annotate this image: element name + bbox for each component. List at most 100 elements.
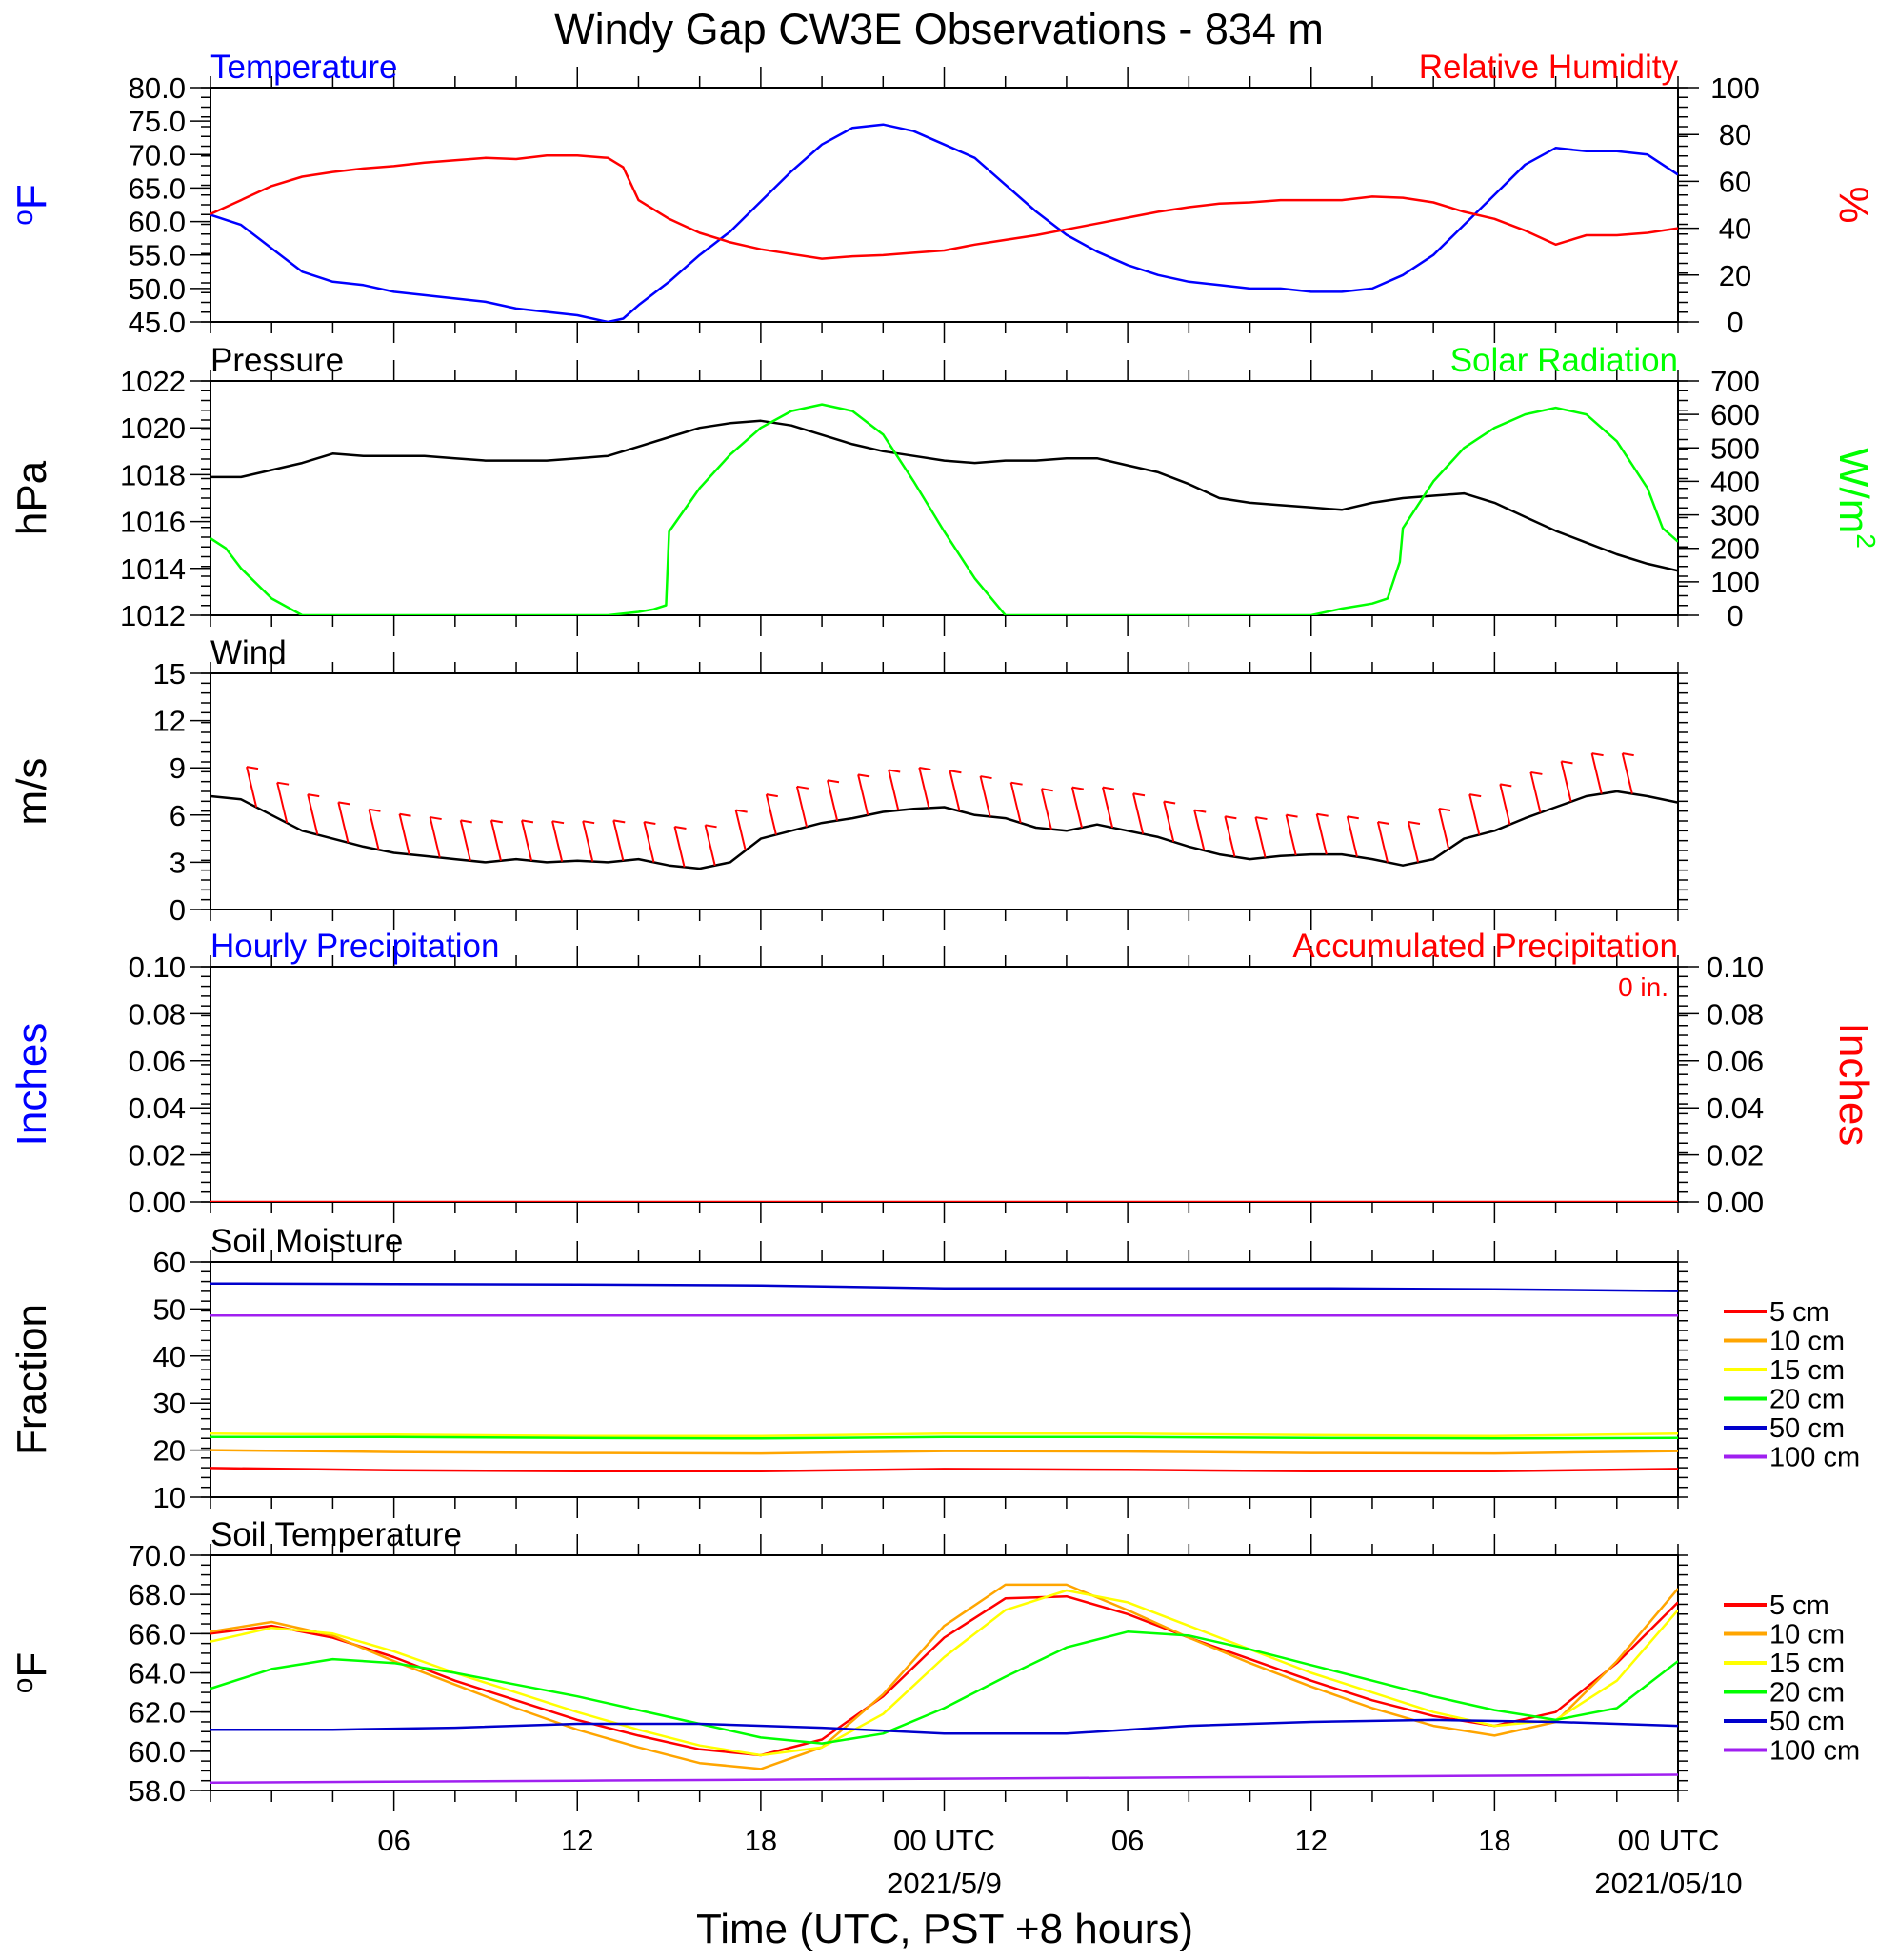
y-left-tick-label: 0.00 <box>129 1186 186 1219</box>
wind-barb <box>704 825 716 866</box>
y-right-tick-label: 60 <box>1719 165 1751 198</box>
y-left-tick-label: 30 <box>153 1387 186 1420</box>
wind-barb <box>551 820 564 862</box>
panel-frame <box>210 1261 1679 1498</box>
y-left-tick-label: 58.0 <box>129 1774 186 1808</box>
wind-barb-flag <box>644 821 656 826</box>
wind-barb-flag <box>827 779 840 784</box>
y-left-tick-label: 1020 <box>120 411 186 445</box>
y-right-tick-label: 700 <box>1710 365 1760 398</box>
x-tick-label: 06 <box>377 1824 410 1857</box>
y-right-tick-label: 200 <box>1710 532 1760 566</box>
y-left-tick-label: 1018 <box>120 458 186 491</box>
y-left-tick-label: 60.0 <box>129 1735 186 1769</box>
wind-barb <box>307 793 319 835</box>
wind-barb-flag <box>1132 792 1146 797</box>
x-tick-label: 00 UTC <box>1618 1824 1720 1857</box>
y-left-axis-label: Inches <box>9 1023 55 1147</box>
wind-barb-flag <box>338 801 350 806</box>
legend-label: 5 cm <box>1769 1590 1829 1621</box>
series-line-temperature <box>210 123 1678 322</box>
wind-barb-flag <box>705 824 717 829</box>
wind-barb-flag <box>1530 770 1543 775</box>
wind-barb-flag <box>460 819 472 824</box>
wind-barb-flag <box>1347 815 1359 820</box>
wind-barb-flag <box>1194 809 1207 813</box>
series-line-100-cm <box>210 1773 1678 1785</box>
y-right-tick-label: 600 <box>1710 398 1760 431</box>
wind-barb <box>795 786 809 828</box>
wind-barb <box>1590 752 1603 794</box>
wind-barb-flag <box>613 819 626 824</box>
series-line-5-cm <box>210 1467 1678 1473</box>
x-date-label: 2021/5/9 <box>887 1867 1002 1900</box>
panel-pressure-solar: 1022 1020 1018 1016 1014 1012 7006005004003002… <box>9 342 1878 636</box>
y-left-tick-label: 0 <box>170 893 186 927</box>
panel-frame <box>210 966 1679 1203</box>
wind-barb <box>979 775 991 817</box>
series-group <box>210 752 1678 870</box>
wind-barb <box>1132 793 1145 834</box>
panel-title-left: Pressure <box>210 342 344 379</box>
y-left-tick-label: 0.10 <box>129 950 186 984</box>
y-left-axis-label: oF <box>8 1652 55 1694</box>
wind-barb-flag <box>1102 786 1115 790</box>
y-right-tick-label: 0.04 <box>1707 1091 1764 1125</box>
y-left-tick-label: 15 <box>153 657 186 690</box>
wind-barb-flag <box>276 781 290 786</box>
y-left-tick-label: 1012 <box>120 599 186 632</box>
series-group <box>210 1583 1678 1785</box>
wind-barb-flag <box>796 785 809 790</box>
legend-label: 20 cm <box>1769 1678 1845 1709</box>
panels: 80.075.070.065.060.055.050.045.010080604… <box>8 49 1878 1811</box>
wind-barb-flag <box>1561 760 1573 765</box>
y-left-tick-label: 50 <box>153 1292 186 1326</box>
wind-barb <box>1254 816 1267 858</box>
wind-barb-flag <box>1316 812 1329 817</box>
x-tick-label: 06 <box>1111 1824 1144 1857</box>
legend-label: 15 cm <box>1769 1649 1845 1679</box>
panel-wind: 15 12 9 6 3 0 Wind m/s <box>9 634 1688 930</box>
wind-barb <box>949 770 961 811</box>
y-left-tick-label: 0.04 <box>129 1091 186 1125</box>
y-left-tick-label: 0.08 <box>129 997 186 1030</box>
y-right-tick-label: 400 <box>1710 465 1760 498</box>
y-left-tick-label: 68.0 <box>129 1578 186 1611</box>
wind-barb-flag <box>1469 793 1482 798</box>
y-right-tick-label: 0.06 <box>1707 1045 1764 1078</box>
y-right-tick-label: 20 <box>1719 259 1751 292</box>
panel-frame <box>210 87 1679 323</box>
wind-barb-flag <box>1286 813 1298 818</box>
series-line-20-cm <box>210 1435 1678 1440</box>
y-left-axis-label: hPa <box>9 460 55 535</box>
wind-barb <box>1438 808 1450 850</box>
y-right-tick-label: 100 <box>1710 566 1760 599</box>
wind-barb <box>489 820 502 861</box>
wind-barb-flag <box>490 819 504 824</box>
wind-barb-flag <box>766 793 778 798</box>
y-right-axis-label: Inches <box>1830 1023 1877 1147</box>
wind-barb <box>368 809 380 850</box>
panel-title-left: Soil Moisture <box>210 1223 403 1260</box>
panel-title-left: Hourly Precipitation <box>210 928 499 965</box>
wind-barb <box>888 770 900 811</box>
legend-label: 100 cm <box>1769 1736 1860 1767</box>
wind-barb-flag <box>1622 752 1634 757</box>
y-right-tick-label: 0.08 <box>1707 997 1764 1030</box>
y-left-tick-label: 64.0 <box>129 1657 186 1690</box>
panel-title-left: Soil Temperature <box>210 1516 462 1553</box>
panel-frame <box>210 1554 1679 1791</box>
y-right-tick-label: 80 <box>1719 118 1751 151</box>
y-left-tick-label: 75.0 <box>129 105 186 138</box>
series-group <box>210 403 1678 615</box>
wind-barb <box>520 820 533 861</box>
x-tick-label: 00 UTC <box>893 1824 995 1857</box>
panel-title-left: Temperature <box>210 49 397 86</box>
wind-barb <box>1529 771 1542 813</box>
wind-barb <box>643 821 655 863</box>
series-line-pressure <box>210 419 1678 572</box>
legend-label: 20 cm <box>1769 1385 1845 1415</box>
x-tick-label: 18 <box>745 1824 777 1857</box>
y-left-tick-label: 0.06 <box>129 1045 186 1078</box>
